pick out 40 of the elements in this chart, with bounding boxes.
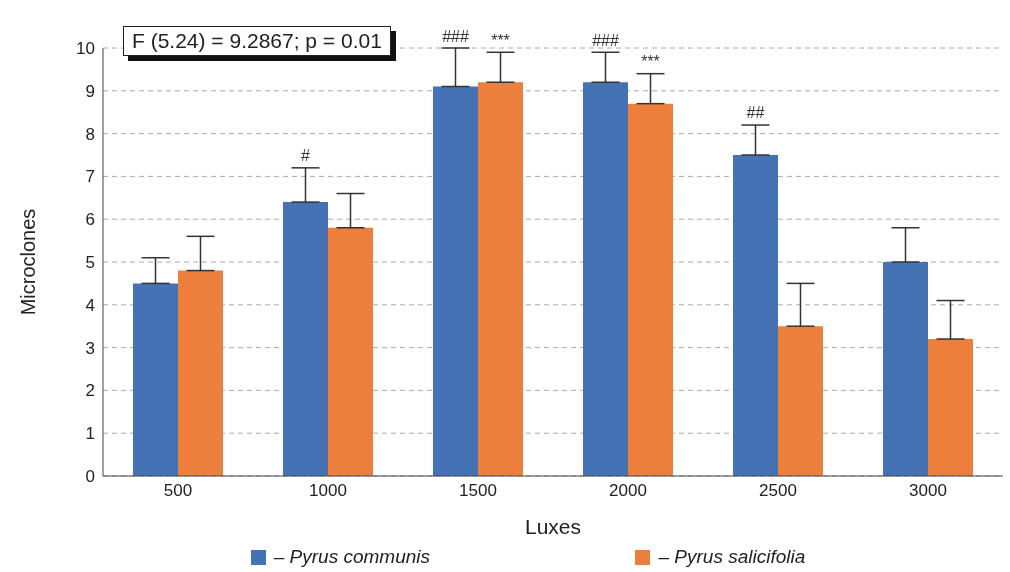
bar	[133, 283, 178, 476]
annotation: ###	[442, 27, 469, 45]
y-tick-label: 10	[76, 39, 95, 59]
annotation: ###	[592, 31, 619, 49]
y-axis-title: Microclones	[17, 208, 40, 316]
x-tick-label: 3000	[909, 481, 947, 501]
bar	[433, 86, 478, 476]
x-tick-label: 2500	[759, 481, 797, 501]
y-tick-label: 8	[85, 124, 95, 144]
bar	[478, 82, 523, 476]
y-tick-label: 2	[85, 381, 95, 401]
y-tick-label: 4	[85, 295, 95, 315]
x-tick-label: 2000	[609, 481, 647, 501]
legend-label: – Pyrus communis	[273, 546, 431, 568]
bar	[628, 103, 673, 476]
bar	[883, 262, 928, 476]
annotation: ***	[641, 52, 660, 70]
bar	[583, 82, 628, 476]
y-tick-label: 1	[85, 424, 95, 444]
annotation: F (5.24) = 9.2867; p = 0.01	[123, 26, 391, 56]
y-tick-label: 0	[85, 467, 95, 487]
x-tick-label: 500	[163, 481, 193, 501]
annotation: #	[301, 147, 311, 165]
bar	[328, 227, 373, 476]
x-tick-label: 1000	[309, 481, 347, 501]
y-tick-label: 6	[85, 210, 95, 230]
y-tick-label: 7	[85, 167, 95, 187]
x-axis-title: Luxes	[524, 515, 582, 538]
bar	[733, 155, 778, 476]
bar	[928, 339, 973, 476]
y-tick-label: 3	[85, 338, 95, 358]
x-tick-label: 1500	[459, 481, 497, 501]
y-tick-label: 9	[85, 81, 95, 101]
bar	[283, 202, 328, 476]
y-tick-label: 5	[85, 253, 95, 273]
bar	[178, 270, 223, 476]
bar	[778, 326, 823, 476]
annotation: ***	[491, 31, 510, 49]
annotation: ##	[746, 104, 765, 122]
legend-label: – Pyrus salicifolia	[658, 546, 806, 568]
